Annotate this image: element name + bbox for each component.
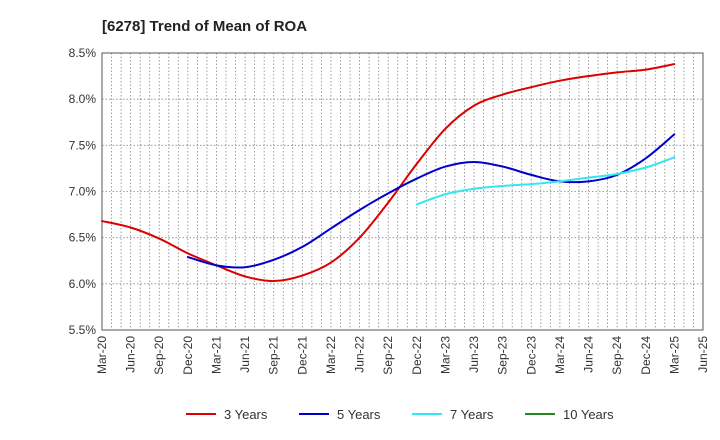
x-tick-label: Sep-22 <box>381 336 395 375</box>
legend-label-5-years: 5 Years <box>337 407 381 422</box>
x-tick-label: Sep-21 <box>267 336 281 375</box>
y-tick-label: 6.0% <box>69 277 97 291</box>
legend-label-3-years: 3 Years <box>224 407 268 422</box>
x-tick-label: Mar-20 <box>95 336 109 374</box>
x-tick-label: Jun-21 <box>238 336 252 373</box>
x-tick-label: Jun-22 <box>353 336 367 373</box>
series-layer <box>101 63 676 283</box>
y-tick-label: 5.5% <box>69 323 97 337</box>
x-tick-label: Mar-24 <box>553 336 567 374</box>
x-tick-label: Mar-25 <box>667 336 681 374</box>
x-tick-label: Jun-23 <box>467 336 481 373</box>
x-axis-ticks: Mar-20 Jun-20 Sep-20 Dec-20 Mar-21 Jun-21 Sep-… <box>95 336 710 375</box>
grid-layer <box>102 53 703 330</box>
x-tick-label: Dec-23 <box>524 336 538 375</box>
y-tick-label: 8.0% <box>69 92 97 106</box>
y-axis-ticks: 5.5% 6.0% 6.5% 7.0% 7.5% 8.0% 8.5% <box>69 46 97 337</box>
x-tick-label: Jun-24 <box>582 336 596 373</box>
x-tick-label: Dec-22 <box>410 336 424 375</box>
x-tick-label: Sep-20 <box>152 336 166 375</box>
y-tick-label: 8.5% <box>69 46 97 60</box>
x-tick-label: Mar-23 <box>438 336 452 374</box>
plot-frame <box>101 52 704 331</box>
series-line-5-years <box>186 133 676 269</box>
x-tick-label: Dec-20 <box>181 336 195 375</box>
y-tick-label: 7.5% <box>69 138 97 152</box>
x-tick-label: Mar-22 <box>324 336 338 374</box>
x-tick-label: Sep-24 <box>610 336 624 375</box>
x-tick-label: Mar-21 <box>209 336 223 374</box>
legend: 3 Years 5 Years 7 Years 10 Years <box>186 407 614 422</box>
x-tick-label: Sep-23 <box>496 336 510 375</box>
series-line-3-years <box>101 63 676 283</box>
series-line-7-years <box>415 156 676 206</box>
x-tick-label: Dec-21 <box>295 336 309 375</box>
legend-label-7-years: 7 Years <box>450 407 494 422</box>
y-tick-label: 6.5% <box>69 231 97 245</box>
x-tick-label: Jun-20 <box>124 336 138 373</box>
x-tick-label: Dec-24 <box>639 336 653 375</box>
legend-label-10-years: 10 Years <box>563 407 614 422</box>
x-tick-label: Jun-25 <box>696 336 710 373</box>
y-tick-label: 7.0% <box>69 185 97 199</box>
chart-title: [6278] Trend of Mean of ROA <box>102 18 307 35</box>
